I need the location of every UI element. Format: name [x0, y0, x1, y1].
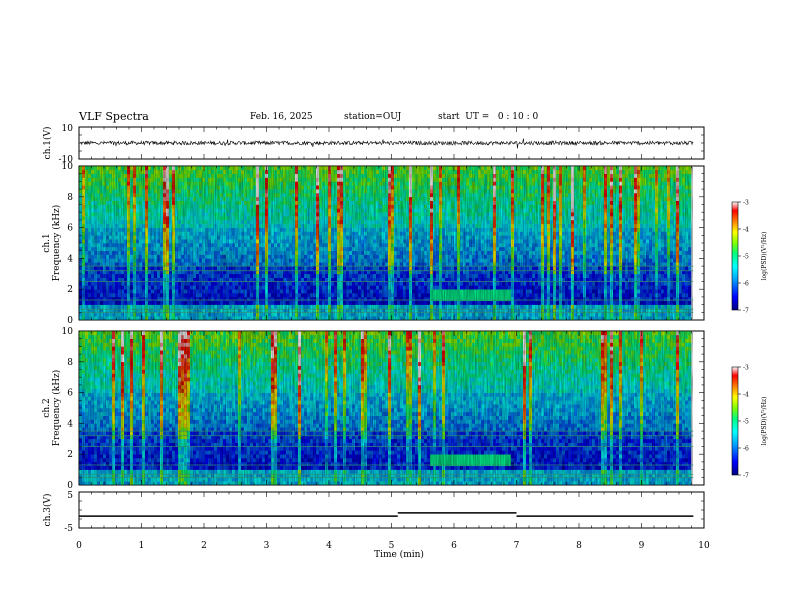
ch1-ytick-bottom: -10: [59, 155, 74, 165]
ch1-ylabel: ch.1(V): [42, 127, 53, 160]
start-ut-label: start UT = 0 : 10 : 0: [438, 112, 539, 122]
ch1-ytick-top: 10: [62, 124, 74, 134]
chart-title: VLF Spectra: [79, 110, 149, 123]
date-label: Feb. 16, 2025: [250, 112, 313, 122]
station-label: station=OUJ: [344, 112, 402, 122]
ch1-waveform-line: [79, 138, 694, 149]
ch1-waveform-panel: 10 -10 ch.1(V): [42, 124, 705, 165]
